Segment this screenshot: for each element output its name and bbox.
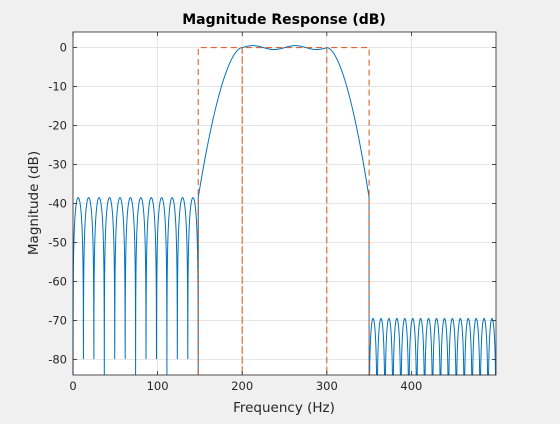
y-axis-label: Magnitude (dB) xyxy=(26,151,42,255)
y-tick-label: -80 xyxy=(48,352,67,366)
plot-area xyxy=(72,45,497,376)
magnitude-response-line xyxy=(72,45,497,376)
chart-title: Magnitude Response (dB) xyxy=(182,12,386,28)
y-tick-label: 0 xyxy=(60,41,67,55)
x-tick-label: 300 xyxy=(316,379,338,393)
y-tick-label: -50 xyxy=(48,235,67,249)
tick-labels: 0 100 200 300 400 0 -10 -20 -30 -40 -50 -60 -70 -80 xyxy=(48,41,422,393)
y-tick-label: -60 xyxy=(48,274,67,288)
y-tick-label: -30 xyxy=(48,158,67,172)
x-tick-label: 200 xyxy=(231,379,253,393)
x-tick-label: 0 xyxy=(69,379,76,393)
y-tick-label: -10 xyxy=(48,80,67,94)
x-tick-label: 400 xyxy=(400,379,422,393)
y-tick-label: -70 xyxy=(48,313,67,327)
y-tick-label: -20 xyxy=(48,119,67,133)
tick-marks xyxy=(72,32,496,375)
y-tick-label: -40 xyxy=(48,197,67,211)
x-axis-label: Frequency (Hz) xyxy=(233,400,335,416)
x-tick-label: 100 xyxy=(147,379,169,393)
